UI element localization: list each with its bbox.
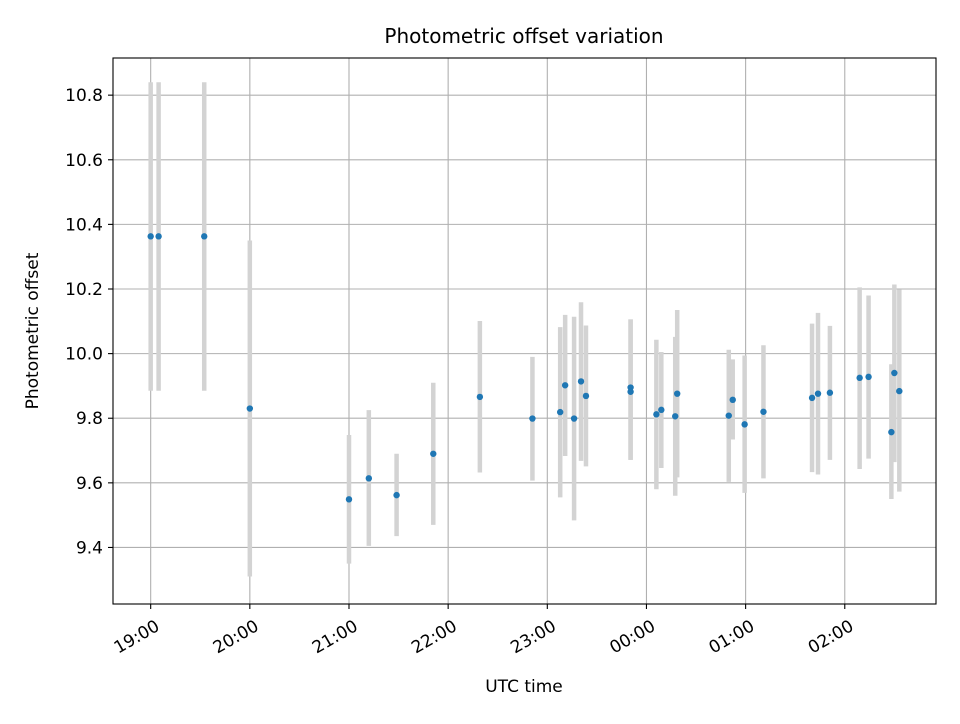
- data-point: [345, 496, 353, 503]
- data-point: [741, 421, 748, 428]
- data-point: [529, 415, 536, 422]
- data-point: [891, 369, 898, 377]
- y-tick-label: 10.8: [65, 86, 103, 106]
- data-point: [201, 233, 208, 240]
- data-point: [365, 475, 373, 482]
- y-tick-label: 10.0: [65, 345, 103, 365]
- data-point: [155, 233, 162, 240]
- data-point: [476, 393, 484, 401]
- data-point: [556, 408, 564, 416]
- data-point: [577, 378, 585, 385]
- data-point: [896, 387, 903, 395]
- data-point: [246, 405, 254, 412]
- y-tick-label: 10.2: [65, 280, 103, 300]
- y-tick-label: 10.4: [65, 215, 103, 235]
- data-point: [147, 233, 154, 240]
- data-point: [808, 394, 816, 402]
- data-point: [826, 389, 834, 396]
- plot-area-frame: [112, 57, 937, 605]
- data-point: [627, 388, 634, 395]
- data-point: [658, 406, 665, 414]
- data-point: [888, 428, 895, 436]
- chart-title: Photometric offset variation: [384, 24, 663, 48]
- data-point: [725, 412, 732, 419]
- data-point: [393, 491, 400, 499]
- data-points: [147, 233, 903, 503]
- y-tick-label: 9.4: [76, 538, 103, 558]
- y-tick-label: 9.8: [76, 409, 103, 429]
- data-point: [814, 390, 822, 397]
- data-point: [672, 413, 679, 420]
- data-point: [760, 408, 767, 415]
- data-point: [561, 382, 569, 389]
- data-point: [653, 411, 660, 418]
- data-point: [856, 374, 863, 382]
- data-point: [582, 392, 590, 400]
- data-point: [729, 396, 736, 404]
- data-point: [865, 373, 872, 381]
- data-point: [430, 450, 437, 457]
- y-tick-label: 10.6: [65, 151, 103, 171]
- y-tick-label: 9.6: [76, 474, 103, 494]
- data-point: [674, 390, 681, 397]
- y-axis-label: Photometric offset: [23, 252, 43, 409]
- x-axis-label: UTC time: [485, 677, 563, 697]
- data-point: [570, 415, 578, 422]
- y-axis-ticks: 9.4 9.6 9.8 10.0 10.2 10.4 10.6 10.8: [65, 86, 113, 558]
